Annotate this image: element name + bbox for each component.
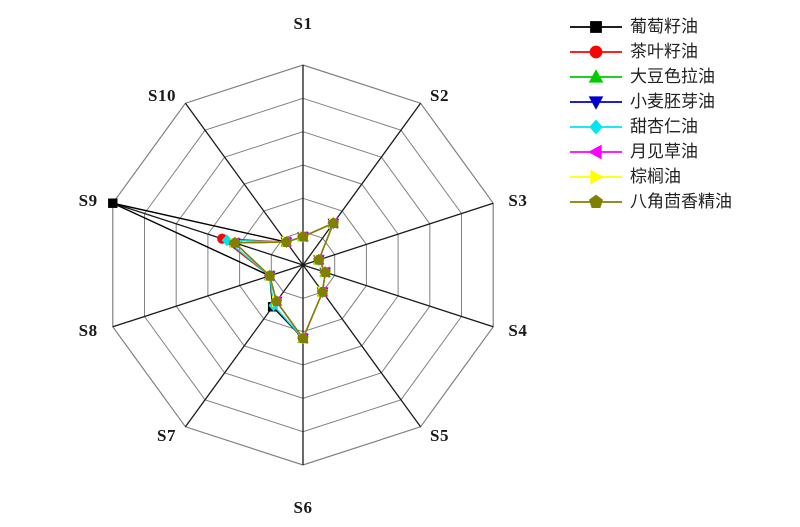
- series-marker: [297, 332, 309, 344]
- axis-spoke-S7: [184, 264, 304, 428]
- legend-item-4[interactable]: 甜杏仁油: [568, 114, 798, 139]
- series-7: [229, 217, 339, 344]
- legend-marker: [588, 95, 604, 110]
- axis-spoke-S2: [302, 102, 422, 266]
- series-marker: [270, 295, 283, 307]
- legend-marker-square-icon: [568, 16, 624, 38]
- axis-spoke-S4: [302, 264, 494, 328]
- legend-item-6[interactable]: 棕榈油: [568, 164, 798, 189]
- data-series-group: [108, 198, 340, 345]
- legend-item-2[interactable]: 大豆色拉油: [568, 64, 798, 89]
- legend-item-label: 茶叶籽油: [630, 41, 698, 62]
- legend-marker-diamond-icon: [568, 116, 624, 138]
- legend-item-7[interactable]: 八角茴香精油: [568, 189, 798, 214]
- legend-item-label: 棕榈油: [630, 166, 681, 187]
- legend-marker: [590, 20, 602, 33]
- legend-marker: [588, 144, 602, 159]
- legend-marker: [589, 45, 603, 58]
- legend-item-label: 大豆色拉油: [630, 66, 715, 87]
- series-marker: [229, 236, 241, 248]
- legend-marker-circle-icon: [568, 41, 624, 63]
- legend-item-0[interactable]: 葡萄籽油: [568, 14, 798, 39]
- axis-label-S7: S7: [157, 426, 176, 445]
- series-marker: [297, 230, 309, 242]
- legend-marker-triangle-left-icon: [568, 141, 624, 163]
- series-marker: [313, 253, 325, 265]
- legend-item-1[interactable]: 茶叶籽油: [568, 39, 798, 64]
- legend-item-5[interactable]: 月见草油: [568, 139, 798, 164]
- legend-item-label: 小麦胚芽油: [630, 91, 715, 112]
- axis-spoke-S9: [112, 202, 304, 266]
- legend-marker-triangle-right-icon: [568, 166, 624, 188]
- axis-label-S3: S3: [508, 191, 527, 210]
- series-marker: [317, 286, 329, 297]
- series-marker: [264, 269, 276, 281]
- legend-marker: [588, 68, 604, 83]
- axis-spoke-S3: [302, 202, 494, 266]
- legend-marker: [588, 194, 604, 208]
- axis-label-S10: S10: [148, 86, 176, 105]
- axis-label-S8: S8: [79, 321, 98, 340]
- series-6: [230, 217, 340, 345]
- axis-label-S6: S6: [294, 498, 313, 517]
- legend-marker: [590, 169, 604, 184]
- series-marker: [280, 236, 292, 247]
- legend-marker-triangle-down-icon: [568, 91, 624, 113]
- legend-item-label: 八角茴香精油: [630, 191, 732, 212]
- series-marker: [327, 217, 339, 228]
- legend-item-label: 月见草油: [630, 141, 698, 162]
- axis-label-S1: S1: [294, 14, 313, 33]
- axis-label-S2: S2: [430, 86, 449, 105]
- axis-label-S4: S4: [508, 321, 527, 340]
- legend-marker-triangle-up-icon: [568, 66, 624, 88]
- axis-label-S5: S5: [430, 426, 449, 445]
- series-marker: [319, 266, 331, 277]
- legend-item-label: 葡萄籽油: [630, 16, 698, 37]
- axis-labels-group: S1 S2 S3 S4 S5 S6 S7 S8 S9 S10: [79, 14, 527, 517]
- radar-chart-svg: S1 S2 S3 S4 S5 S6 S7 S8 S9 S10: [79, 14, 527, 517]
- legend-item-3[interactable]: 小麦胚芽油: [568, 89, 798, 114]
- series-marker: [108, 198, 118, 208]
- legend-item-label: 甜杏仁油: [630, 116, 698, 137]
- legend-marker: [589, 118, 603, 135]
- axis-label-S9: S9: [79, 191, 98, 210]
- chart-plot-area: S1 S2 S3 S4 S5 S6 S7 S8 S9 S10: [79, 14, 527, 517]
- chart-legend: 葡萄籽油茶叶籽油大豆色拉油小麦胚芽油甜杏仁油月见草油棕榈油八角茴香精油: [568, 14, 798, 214]
- legend-marker-pentagon-icon: [568, 191, 624, 213]
